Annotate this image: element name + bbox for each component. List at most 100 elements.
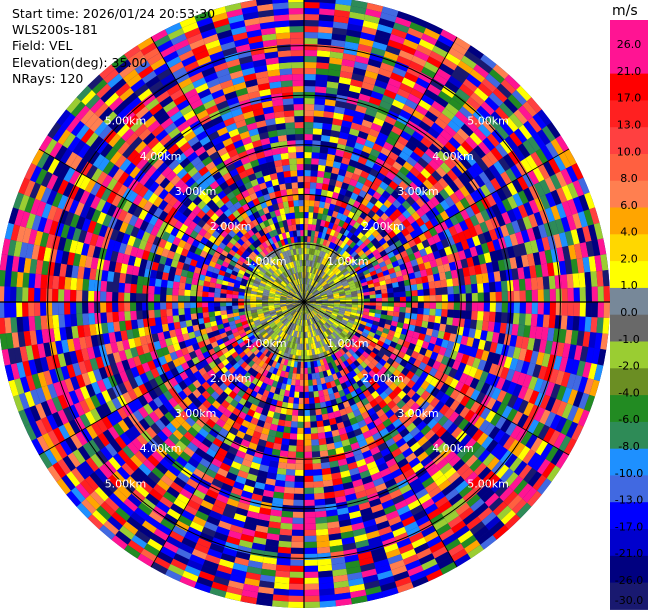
velocity-cell xyxy=(304,571,319,578)
velocity-cell xyxy=(430,351,439,361)
velocity-cell xyxy=(324,376,330,384)
velocity-cell xyxy=(332,404,340,413)
velocity-cell xyxy=(421,152,433,164)
velocity-cell xyxy=(200,499,214,511)
velocity-cell xyxy=(328,533,342,541)
velocity-cell xyxy=(191,452,203,463)
velocity-cell xyxy=(330,256,336,264)
velocity-cell xyxy=(405,348,414,357)
velocity-cell xyxy=(281,438,290,446)
velocity-cell xyxy=(304,481,314,488)
velocity-cell xyxy=(316,328,321,335)
velocity-cell xyxy=(311,146,321,153)
velocity-cell xyxy=(289,565,304,572)
velocity-cell xyxy=(291,541,304,548)
velocity-cell xyxy=(459,220,469,232)
velocity-cell xyxy=(350,153,360,162)
velocity-cell xyxy=(222,276,230,282)
velocity-cell xyxy=(186,345,195,354)
velocity-cell xyxy=(248,321,255,327)
velocity-cell xyxy=(22,227,32,244)
velocity-cell xyxy=(263,334,271,341)
velocity-cell xyxy=(197,340,206,349)
velocity-cell xyxy=(337,357,344,365)
velocity-cell xyxy=(480,101,495,116)
velocity-cell xyxy=(282,310,289,314)
velocity-cell xyxy=(489,520,505,536)
velocity-cell xyxy=(362,314,369,320)
velocity-cell xyxy=(460,335,469,346)
velocity-cell xyxy=(241,589,258,599)
velocity-cell xyxy=(337,402,345,411)
velocity-cell xyxy=(435,166,447,178)
velocity-cell xyxy=(379,181,389,191)
velocity-cell xyxy=(78,229,88,243)
velocity-cell xyxy=(180,269,189,278)
velocity-cell xyxy=(474,329,482,340)
velocity-cell xyxy=(451,42,468,56)
velocity-cell xyxy=(381,190,391,200)
velocity-cell xyxy=(419,400,430,411)
velocity-cell xyxy=(143,403,154,415)
velocity-cell xyxy=(444,396,455,408)
velocity-cell xyxy=(304,110,314,117)
velocity-cell xyxy=(315,300,322,302)
velocity-cell xyxy=(441,255,449,265)
velocity-cell xyxy=(501,211,512,225)
velocity-cell xyxy=(413,146,425,158)
velocity-cell xyxy=(213,345,221,353)
velocity-cell xyxy=(195,335,204,343)
velocity-cell xyxy=(457,231,467,242)
velocity-cell xyxy=(268,308,275,312)
velocity-cell xyxy=(366,263,374,270)
velocity-cell xyxy=(366,319,374,325)
velocity-cell xyxy=(163,380,174,391)
velocity-cell xyxy=(143,475,157,489)
velocity-cell xyxy=(494,482,510,498)
velocity-cell xyxy=(214,306,221,312)
velocity-cell xyxy=(350,5,367,15)
velocity-cell xyxy=(184,368,194,378)
velocity-cell xyxy=(452,93,467,107)
velocity-cell xyxy=(111,511,127,526)
velocity-cell xyxy=(319,450,329,458)
velocity-cell xyxy=(196,385,206,395)
velocity-cell xyxy=(29,258,38,274)
velocity-cell xyxy=(210,373,220,383)
velocity-cell xyxy=(327,527,341,535)
velocity-cell xyxy=(368,498,382,508)
velocity-cell xyxy=(39,452,53,469)
velocity-cell xyxy=(314,498,326,506)
velocity-cell xyxy=(246,473,258,482)
velocity-cell xyxy=(314,268,319,275)
velocity-cell xyxy=(360,278,367,284)
velocity-cell xyxy=(49,368,59,384)
velocity-cell xyxy=(511,220,521,234)
velocity-cell xyxy=(323,266,329,273)
velocity-cell xyxy=(454,525,470,539)
velocity-cell xyxy=(505,168,517,182)
velocity-cell xyxy=(235,276,243,282)
velocity-cell xyxy=(477,141,491,155)
velocity-cell xyxy=(407,27,424,39)
velocity-cell xyxy=(361,119,373,129)
velocity-cell xyxy=(80,479,95,495)
velocity-cell xyxy=(481,511,497,526)
velocity-cell xyxy=(383,452,394,463)
velocity-cell xyxy=(262,556,277,565)
velocity-cell xyxy=(495,214,506,227)
velocity-cell xyxy=(268,352,274,360)
velocity-cell xyxy=(292,304,299,307)
velocity-cell xyxy=(349,355,357,363)
velocity-cell xyxy=(80,460,95,476)
velocity-cell xyxy=(339,332,346,339)
velocity-cell xyxy=(424,349,433,359)
velocity-cell xyxy=(427,252,436,262)
velocity-cell xyxy=(134,507,149,521)
velocity-cell xyxy=(336,246,343,254)
velocity-cell xyxy=(64,314,72,328)
velocity-cell xyxy=(17,331,26,348)
velocity-cell xyxy=(133,257,142,268)
velocity-cell xyxy=(357,464,369,474)
velocity-cell xyxy=(367,154,378,163)
